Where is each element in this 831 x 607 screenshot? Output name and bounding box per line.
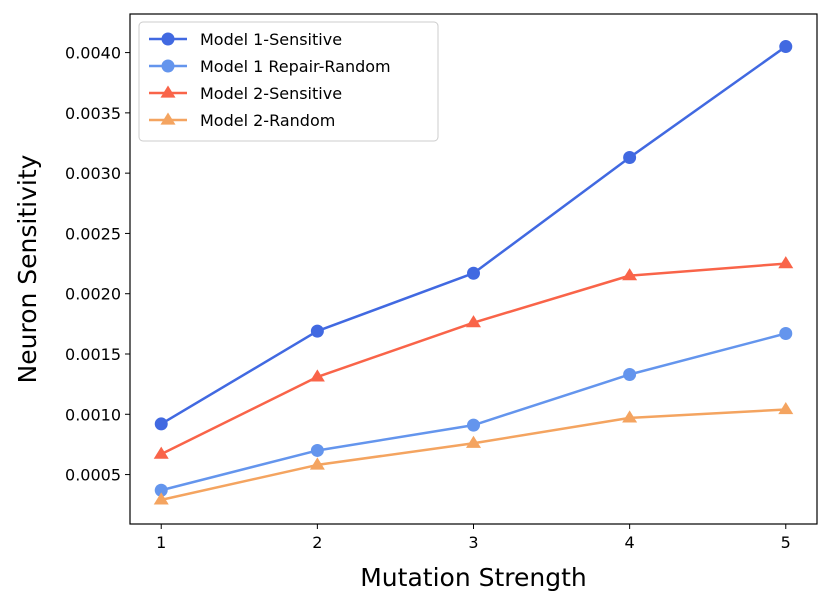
- y-tick-label: 0.0020: [65, 285, 121, 304]
- x-axis: 1 2 3 4 5: [156, 524, 791, 552]
- series-1: [154, 40, 793, 431]
- data-point: [622, 410, 638, 423]
- data-point: [622, 268, 638, 281]
- data-point: [778, 401, 794, 415]
- x-tick-label: 1: [156, 533, 166, 552]
- legend-box: [138, 21, 439, 142]
- data-point: [310, 324, 324, 338]
- legend-label: Model 2-Sensitive: [200, 84, 342, 103]
- data-point: [310, 443, 324, 457]
- x-tick-label: 5: [781, 533, 791, 552]
- legend-item: Model 1 Repair-Random: [149, 57, 391, 76]
- y-tick-label: 0.0035: [65, 104, 121, 123]
- data-point: [778, 256, 794, 269]
- y-tick-label: 0.0010: [65, 405, 121, 424]
- data-point: [779, 327, 793, 341]
- data-point: [467, 266, 480, 280]
- legend-item: Model 2-Sensitive: [149, 84, 342, 103]
- data-point: [466, 315, 481, 328]
- y-tick-label: 0.0005: [65, 466, 121, 485]
- series-4: [153, 401, 794, 505]
- y-axis: 0.0005 0.0010 0.0015 0.0020 0.0025 0.0030 0.00…: [65, 44, 130, 485]
- legend-item: Model 2-Random: [149, 111, 335, 130]
- x-tick-label: 3: [468, 533, 478, 552]
- data-point: [466, 435, 481, 448]
- y-tick-label: 0.0040: [65, 44, 121, 63]
- series-2: [154, 327, 793, 497]
- series-3: [153, 256, 794, 459]
- y-tick-label: 0.0030: [65, 164, 121, 183]
- legend-marker: [161, 59, 175, 73]
- x-tick-label: 2: [312, 533, 322, 552]
- legend-marker: [160, 85, 176, 98]
- data-point: [623, 150, 637, 164]
- y-tick-label: 0.0025: [65, 224, 121, 243]
- y-axis-title: Neuron Sensitivity: [13, 154, 42, 383]
- data-point: [309, 369, 325, 382]
- x-tick-label: 4: [625, 533, 635, 552]
- data-point: [623, 367, 637, 381]
- data-point: [154, 483, 168, 497]
- legend-marker: [160, 112, 176, 125]
- data-point: [779, 40, 793, 54]
- y-tick-label: 0.0015: [65, 345, 121, 364]
- legend-label: Model 2-Random: [200, 111, 335, 130]
- legend-item: Model 1-Sensitive: [149, 30, 342, 49]
- x-axis-title: Mutation Strength: [360, 563, 587, 592]
- legend-label: Model 1 Repair-Random: [200, 57, 391, 76]
- series-layer: [153, 40, 794, 505]
- data-point: [153, 446, 169, 459]
- legend-marker: [161, 32, 175, 46]
- series-line: [160, 332, 787, 492]
- data-point: [309, 457, 325, 470]
- data-point: [153, 492, 169, 505]
- data-point: [154, 417, 168, 431]
- data-point: [467, 418, 480, 432]
- legend-label: Model 1-Sensitive: [200, 30, 342, 49]
- legend: Model 1-Sensitive Model 1 Repair-Random Mo…: [138, 21, 439, 142]
